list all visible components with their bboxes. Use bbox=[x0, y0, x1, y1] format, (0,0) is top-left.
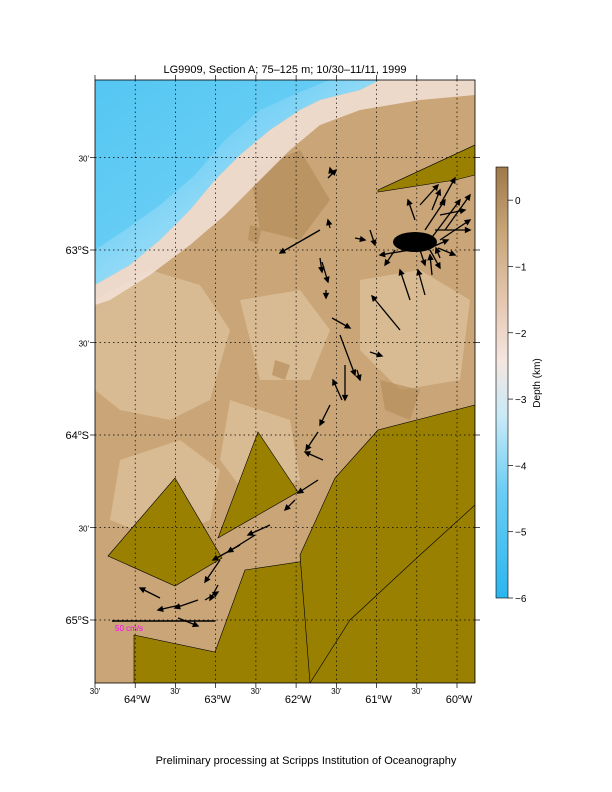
velocity-arrowhead bbox=[303, 451, 312, 458]
lon-label: 61oW bbox=[365, 694, 392, 706]
velocity-arrowhead bbox=[435, 188, 442, 196]
velocity-arrowhead bbox=[359, 235, 367, 243]
lat-label: 64oS bbox=[66, 430, 90, 442]
velocity-arrowhead bbox=[350, 369, 357, 377]
velocity-vector bbox=[429, 199, 461, 241]
velocity-arrowhead bbox=[283, 504, 291, 512]
lon-label: 30' bbox=[412, 687, 423, 696]
velocity-arrowhead bbox=[370, 239, 377, 247]
velocity-arrowhead bbox=[434, 261, 441, 270]
velocity-arrowhead bbox=[439, 198, 446, 207]
colorbar-ticks: 0 −1 −2 −3 −4 −5 −6 bbox=[508, 196, 527, 605]
velocity-vectors bbox=[138, 166, 472, 628]
velocity-arrowhead bbox=[296, 487, 305, 494]
colorbar-tick-label: 0 bbox=[515, 196, 521, 207]
lon-label: 30' bbox=[331, 687, 342, 696]
velocity-arrowhead bbox=[449, 250, 457, 257]
lon-label: 30' bbox=[251, 687, 262, 696]
velocity-arrowhead bbox=[464, 226, 472, 234]
velocity-arrowhead bbox=[355, 374, 362, 382]
velocity-arrowhead bbox=[449, 176, 456, 185]
velocity-arrowhead bbox=[420, 259, 427, 267]
map-area bbox=[95, 80, 475, 683]
bathymetry-darker bbox=[248, 150, 420, 420]
colorbar-label: Depth (km) bbox=[532, 358, 543, 407]
velocity-arrowhead bbox=[464, 193, 471, 202]
velocity-arrowhead bbox=[434, 246, 441, 254]
velocity-arrowhead bbox=[463, 219, 472, 226]
velocity-arrowhead bbox=[427, 253, 434, 261]
velocity-arrowhead bbox=[376, 351, 384, 358]
velocity-vector bbox=[444, 194, 471, 231]
colorbar-tick-label: −6 bbox=[515, 594, 527, 605]
velocity-arrowhead bbox=[330, 168, 338, 176]
colorbar-tick-label: −4 bbox=[515, 461, 527, 472]
velocity-arrowhead bbox=[459, 207, 467, 215]
lat-label: 30' bbox=[79, 340, 90, 349]
map-frame bbox=[94, 79, 476, 684]
land-masses bbox=[107, 144, 475, 683]
lat-label: 30' bbox=[79, 525, 90, 534]
deep-water-core bbox=[95, 80, 330, 250]
velocity-arrowhead bbox=[305, 443, 312, 452]
velocity-arrowhead bbox=[343, 322, 352, 329]
lon-label: 63oW bbox=[204, 694, 231, 706]
velocity-arrowhead bbox=[416, 268, 423, 276]
lon-label: 30' bbox=[170, 687, 181, 696]
scale-label: 50 cm/s bbox=[115, 624, 143, 633]
longitude-axis: 30' 64oW 30' 63oW 30' 62oW 30' 61oW 30' 60oW bbox=[90, 75, 473, 706]
latitude-axis: 30' 63oS 30' 64oS 30' 65oS bbox=[66, 155, 480, 627]
velocity-arrowhead bbox=[384, 258, 391, 267]
land-east-wedge bbox=[299, 404, 475, 683]
velocity-arrowhead bbox=[441, 239, 450, 246]
colorbar bbox=[495, 166, 509, 599]
velocity-arrowhead bbox=[454, 198, 461, 207]
velocity-vector bbox=[371, 295, 401, 331]
colorbar-tick-label: −5 bbox=[515, 528, 527, 539]
slope-band bbox=[95, 80, 475, 305]
land-central-triangle bbox=[217, 431, 299, 539]
colorbar-tick-label: −3 bbox=[515, 395, 527, 406]
velocity-arrowhead bbox=[318, 266, 325, 274]
velocity-vector bbox=[424, 199, 446, 231]
colorbar-tick-label: −1 bbox=[515, 262, 527, 273]
dense-vector-cluster bbox=[393, 232, 437, 252]
velocity-arrowhead bbox=[246, 529, 255, 536]
velocity-arrowhead bbox=[432, 183, 439, 191]
velocity-arrowhead bbox=[156, 605, 164, 612]
map-title: LG9909, Section A; 75–125 m; 10/30–11/11… bbox=[163, 64, 406, 76]
velocity-arrowhead bbox=[326, 218, 333, 226]
velocity-arrowhead bbox=[378, 250, 386, 258]
velocity-arrowhead bbox=[322, 292, 330, 300]
lon-label: 30' bbox=[90, 687, 101, 696]
velocity-vector bbox=[279, 229, 321, 254]
velocity-vector bbox=[339, 334, 356, 376]
velocity-arrowhead bbox=[211, 591, 220, 598]
lat-label: 65oS bbox=[66, 615, 90, 627]
lon-label: 60oW bbox=[446, 694, 473, 706]
footer-note: Preliminary processing at Scripps Instit… bbox=[155, 755, 457, 767]
velocity-arrowhead bbox=[319, 418, 326, 427]
velocity-arrowhead bbox=[323, 276, 330, 284]
velocity-arrowhead bbox=[398, 268, 405, 276]
velocity-arrowhead bbox=[138, 587, 147, 594]
lon-label: 62oW bbox=[285, 694, 312, 706]
lat-label: 63oS bbox=[66, 245, 90, 257]
lat-label: 30' bbox=[79, 155, 90, 164]
land-west-triangle bbox=[107, 477, 223, 587]
velocity-arrowhead bbox=[371, 294, 378, 303]
velocity-arrowhead bbox=[211, 554, 220, 561]
velocity-arrowhead bbox=[332, 378, 339, 387]
velocity-arrowhead bbox=[278, 247, 287, 254]
velocity-arrowhead bbox=[192, 621, 200, 628]
velocity-arrowhead bbox=[341, 394, 349, 402]
velocity-arrowhead bbox=[204, 575, 211, 584]
colorbar-tick-label: −2 bbox=[515, 329, 527, 340]
velocity-vector bbox=[399, 269, 411, 301]
lon-label: 64oW bbox=[124, 694, 151, 706]
velocity-arrowhead bbox=[406, 198, 413, 206]
